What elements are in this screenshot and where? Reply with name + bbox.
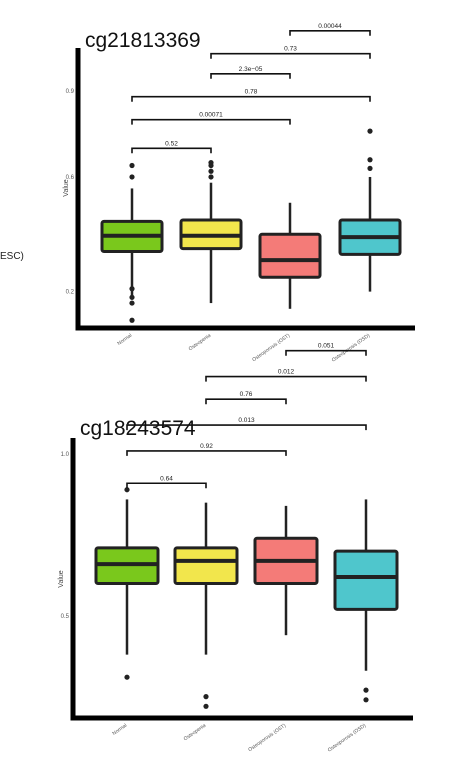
- comparison-bracket: 0.012: [205, 369, 367, 382]
- y-tick-label: 0.2: [66, 290, 75, 296]
- category-label: Osteopenia: [188, 333, 213, 353]
- y-tick-label: 1.0: [61, 452, 70, 458]
- bracket-line: [131, 147, 212, 154]
- outlier-point: [129, 162, 135, 169]
- p-value-label: 0.012: [278, 369, 295, 376]
- box-3: [338, 128, 402, 292]
- chart-title: cg18243574: [80, 417, 196, 440]
- outlier-point: [203, 694, 209, 700]
- bracket-line: [210, 72, 291, 79]
- y-tick-label: 0.5: [61, 614, 70, 620]
- outlier-point: [129, 317, 135, 323]
- y-tick-label: 0.6: [66, 175, 75, 181]
- outlier-point: [367, 165, 373, 171]
- outlier-point: [367, 128, 373, 134]
- category-label: Osteopenia: [183, 723, 208, 743]
- box-1: [173, 502, 239, 709]
- outlier-point: [129, 300, 135, 306]
- category-label: Osteoporosis (OSD): [331, 333, 372, 364]
- bracket-line: [285, 349, 367, 356]
- y-tick-label: 0.9: [66, 89, 75, 95]
- comparison-bracket: 0.00044: [289, 23, 371, 36]
- box-0: [94, 487, 160, 680]
- p-value-label: 0.051: [318, 343, 335, 350]
- outlier-point: [129, 174, 135, 180]
- bracket-line: [210, 52, 371, 59]
- outlier-point: [124, 674, 130, 680]
- box-2: [258, 202, 322, 309]
- y-axis-label: Value: [58, 570, 65, 587]
- comparison-bracket: 2.3e−05: [210, 66, 291, 79]
- box-body: [173, 546, 239, 585]
- comparison-bracket: 0.92: [126, 443, 287, 456]
- panel-cg18243574: cg18243574 Value 0.5 1.0 0.64 0.92 0.013 0.76 0.…: [58, 343, 413, 754]
- comparison-bracket: 0.78: [131, 89, 371, 102]
- outlier-point: [363, 697, 369, 703]
- p-value-label: 0.73: [284, 46, 297, 53]
- bracket-line: [126, 424, 367, 431]
- box-body: [258, 232, 322, 279]
- bracket-line: [131, 118, 291, 125]
- box-1: [179, 160, 243, 304]
- p-value-label: 0.76: [240, 391, 253, 398]
- outlier-point: [129, 286, 135, 292]
- box-0: [100, 162, 164, 323]
- outlier-point: [203, 703, 209, 709]
- p-value-label: 0.92: [200, 443, 213, 450]
- category-label: Osteoporosis (OST): [247, 723, 287, 754]
- p-value-label: 0.52: [165, 140, 178, 147]
- category-label: Osteoporosis (OSD): [327, 723, 368, 754]
- p-value-label: 0.00071: [199, 112, 223, 119]
- category-label: Normal: [111, 723, 128, 737]
- outlier-point: [129, 294, 135, 300]
- box-2: [253, 505, 319, 636]
- bracket-line: [205, 375, 367, 382]
- bracket-line: [205, 398, 287, 405]
- p-value-label: 0.78: [245, 89, 258, 96]
- comparison-bracket: 0.52: [131, 140, 212, 154]
- comparison-bracket: 0.64: [126, 475, 207, 489]
- outlier-point: [124, 487, 130, 493]
- comparison-bracket: 0.00071: [131, 112, 291, 125]
- comparison-bracket: 0.051: [285, 343, 367, 356]
- bracket-line: [126, 450, 287, 456]
- category-label: Osteoporosis (OST): [251, 333, 291, 364]
- bracket-line: [131, 95, 371, 102]
- outlier-point: [208, 160, 214, 166]
- outlier-point: [363, 687, 369, 693]
- category-label: Normal: [116, 333, 133, 347]
- outlier-point: [208, 174, 214, 180]
- outlier-point: [208, 168, 214, 174]
- comparison-bracket: 0.73: [210, 46, 371, 59]
- outlier-point: [367, 157, 373, 163]
- side-text-fragment: ESC): [0, 251, 24, 262]
- p-value-label: 0.00044: [318, 23, 342, 30]
- panel-cg21813369: cg21813369 Value 0.2 0.6 0.9 0.52 0.00071 0.78 2…: [63, 23, 415, 364]
- bracket-line: [126, 482, 207, 489]
- comparison-bracket: 0.013: [126, 417, 367, 431]
- chart-title: cg21813369: [85, 29, 201, 52]
- p-value-label: 0.64: [160, 475, 173, 482]
- comparison-bracket: 0.76: [205, 391, 287, 405]
- box-3: [333, 499, 399, 703]
- y-axis-label: Value: [63, 179, 70, 196]
- p-value-label: 2.3e−05: [239, 66, 263, 73]
- bracket-line: [289, 30, 371, 36]
- p-value-label: 0.013: [238, 417, 255, 424]
- box-body: [333, 549, 399, 611]
